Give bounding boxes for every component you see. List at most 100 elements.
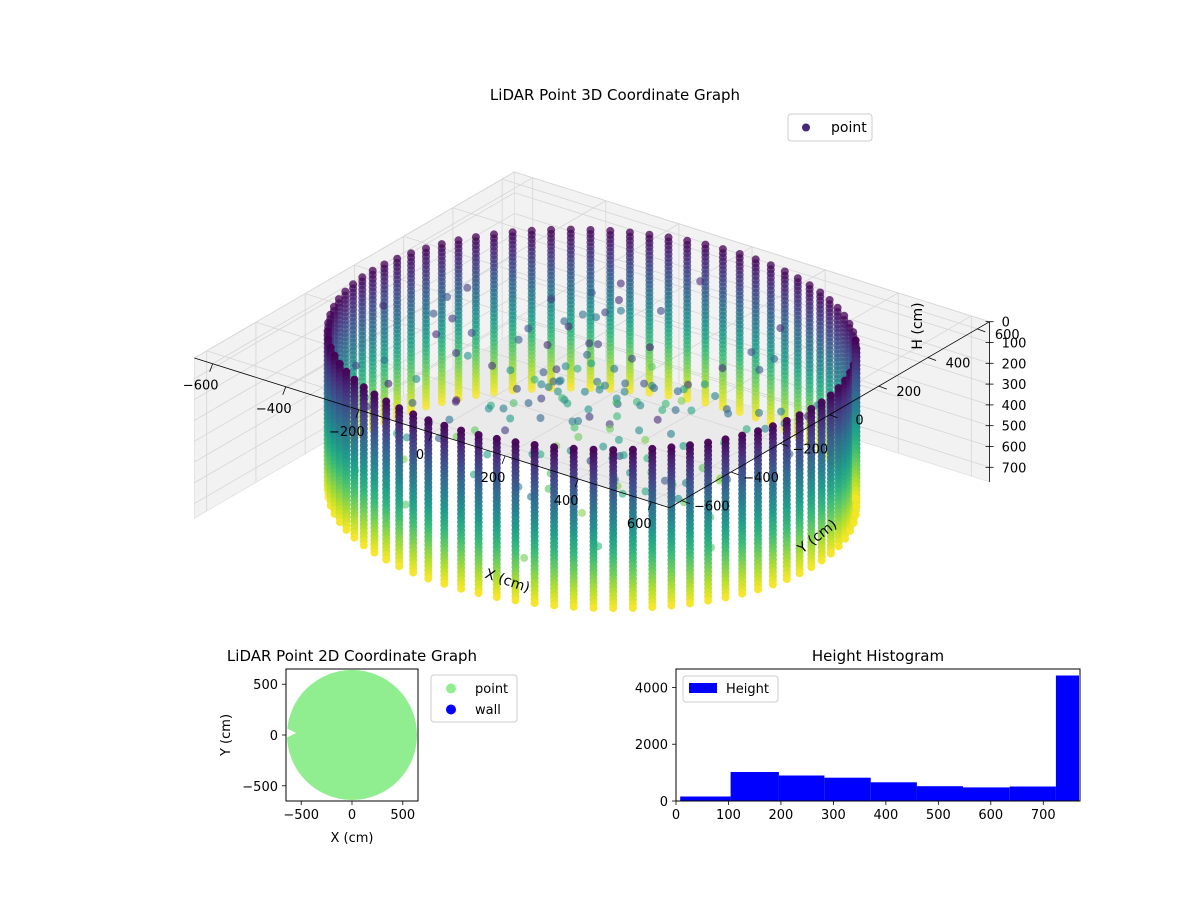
- chart-2d-axes: −500 0 500 −500 0 500: [242, 678, 415, 823]
- chart-3d-point: [592, 313, 601, 322]
- chart-3d-point: [422, 402, 430, 411]
- chart-3d-point: [795, 569, 804, 578]
- chart-3d-x-tick: [282, 386, 287, 395]
- chart-3d-point: [612, 398, 621, 407]
- chart-3d-point: [536, 414, 545, 422]
- chart-3d-point: [635, 426, 644, 435]
- chart-3d-point: [552, 365, 561, 374]
- chart-3d-point: [429, 309, 438, 318]
- chart-3d-point: [514, 335, 523, 344]
- chart-3d-point: [589, 603, 598, 612]
- chart-3d-point: [735, 408, 744, 417]
- chart-3d-point: [543, 341, 552, 349]
- chart-3d-y-tick-label: 200: [896, 385, 921, 400]
- chart-3d-point: [558, 394, 567, 402]
- chart-3d-point: [594, 340, 602, 349]
- chart-3d-point: [754, 585, 762, 594]
- chart-3d-y-tick: [977, 328, 986, 333]
- chart-3d-point: [777, 407, 785, 416]
- chart-3d-point: [667, 429, 675, 438]
- chart-3d-point: [660, 476, 669, 485]
- chart-3d-point: [380, 356, 389, 365]
- chart-3d-point: [606, 424, 614, 433]
- chart-3d-point: [782, 575, 791, 584]
- chart-3d-point: [852, 502, 861, 511]
- chart-3d-z-tick-label: 400: [1002, 399, 1027, 414]
- histogram-y-tick-label: 4000: [635, 681, 668, 696]
- histogram-x-tick-label: 0: [672, 808, 680, 823]
- chart-3d-point: [379, 301, 388, 310]
- chart-3d-z-tick-label: 300: [1002, 378, 1027, 393]
- chart-3d-point: [511, 596, 520, 605]
- chart-3d-point: [547, 295, 556, 304]
- chart-3d-x-tick: [647, 501, 652, 511]
- chart-3d-point: [408, 398, 417, 407]
- chart-3d-point: [342, 525, 351, 534]
- chart-3d-point: [530, 375, 539, 384]
- chart-3d-point: [578, 508, 586, 517]
- chart-2d-legend: point wall: [430, 674, 518, 723]
- histogram-x-tick-label: 400: [873, 808, 898, 823]
- chart-3d-point: [595, 385, 604, 394]
- histogram-y-tick-label: 2000: [635, 738, 668, 753]
- chart-3d-point: [648, 603, 657, 611]
- chart-2d-legend-label-wall: wall: [475, 703, 501, 718]
- chart-3d-z-tick-label: 500: [1002, 420, 1027, 435]
- chart-3d-point: [673, 387, 682, 396]
- chart-3d-point: [509, 399, 518, 408]
- chart-3d-gridline-z-left: [194, 171, 515, 359]
- chart-3d-y-tick-label: −400: [743, 471, 779, 486]
- chart-3d-point: [437, 398, 446, 407]
- chart-3d-point: [687, 406, 696, 415]
- chart-3d-point: [561, 362, 570, 371]
- chart-3d-point: [646, 343, 654, 352]
- chart-3d-x-tick: [209, 363, 214, 372]
- chart-3d-point: [618, 489, 627, 498]
- chart-3d-point: [463, 283, 472, 292]
- histogram-x-tick-label: 500: [926, 808, 951, 823]
- chart-3d-x-tick-label: 600: [627, 517, 652, 532]
- chart-3d-point: [826, 549, 835, 558]
- chart-3d-point: [616, 279, 625, 288]
- chart-3d-point: [520, 553, 529, 562]
- histogram-axes: 0 100 200 300 400 500 600 700 0 2000 4000: [635, 681, 1056, 823]
- chart-3d-point: [619, 451, 628, 460]
- histogram-frame: [675, 668, 1081, 802]
- chart-3d-x-tick: [428, 432, 433, 441]
- chart-3d-point: [412, 375, 421, 383]
- chart-2d-legend-marker-wall: [446, 704, 456, 715]
- chart-3d-point: [550, 601, 559, 610]
- chart-2d-point-cloud: [287, 670, 417, 800]
- chart-3d-point: [471, 391, 480, 400]
- chart-3d-points-front: [326, 336, 861, 613]
- histogram-bar: [963, 787, 1010, 801]
- chart-3d-point: [641, 487, 650, 496]
- chart-3d-point: [677, 396, 686, 405]
- chart-3d-point: [573, 364, 582, 373]
- histogram-bar: [778, 775, 825, 801]
- chart-3d-x-tick-label: −200: [329, 425, 365, 440]
- histogram-x-tick-label: 600: [978, 808, 1003, 823]
- chart-3d-point: [537, 394, 546, 403]
- chart-3d-point: [614, 435, 623, 444]
- chart-3d-points-inner: [350, 277, 822, 562]
- chart-2d-x-label: X (cm): [331, 831, 374, 846]
- chart-3d-point: [616, 306, 625, 315]
- chart-3d-y-axis-line: [669, 321, 990, 509]
- chart-3d-point: [641, 435, 650, 444]
- chart-2d-x-tick-label: −500: [283, 808, 319, 823]
- chart-3d-point: [569, 602, 578, 611]
- chart-3d-point: [679, 442, 688, 450]
- chart-3d-point: [700, 380, 709, 389]
- chart-3d-z-tick-label: 700: [1002, 461, 1027, 476]
- chart-3d-point: [711, 392, 720, 400]
- chart-2d-y-tick-label: 500: [253, 678, 278, 693]
- chart-3d-y-tick: [927, 357, 937, 361]
- chart-3d-point: [851, 510, 860, 519]
- chart-3d-point: [585, 412, 594, 421]
- chart-3d-point: [382, 555, 391, 564]
- chart-3d-x-tick: [355, 409, 360, 418]
- chart-3d-point: [686, 599, 694, 608]
- chart-3d-point: [583, 350, 592, 359]
- chart-3d-x-tick-label: −600: [183, 379, 219, 394]
